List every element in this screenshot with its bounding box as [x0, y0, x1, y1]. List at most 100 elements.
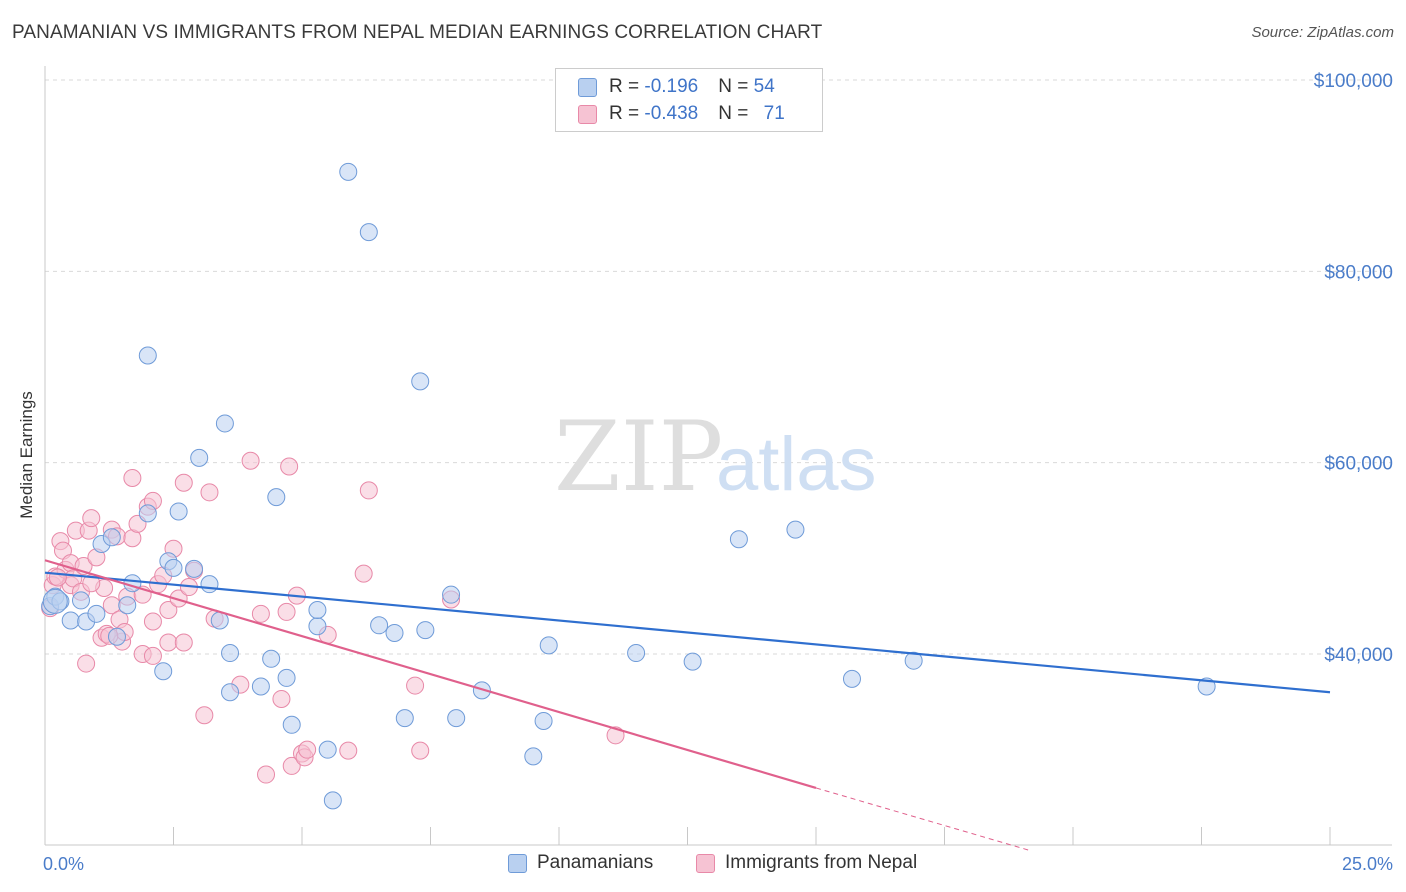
panamanian-point: [262, 649, 281, 668]
panamanian-point: [221, 683, 240, 702]
bottom-legend-label: Panamanians: [537, 852, 654, 873]
axes: [44, 66, 1392, 846]
panamanian-point: [154, 662, 173, 681]
nepal-point: [282, 756, 301, 775]
watermark-zip: ZIP: [554, 401, 723, 513]
bottom-legend-label: Immigrants from Nepal: [725, 852, 918, 873]
nepal-point: [195, 706, 214, 725]
nepal-point: [77, 654, 96, 673]
nepal-point: [354, 564, 373, 583]
panamanian-point: [534, 711, 553, 730]
nepal-trend-line: [44, 559, 817, 789]
nepal-trend-line-extrapolated: [815, 787, 1033, 852]
y-axis-label: Median Earnings: [17, 391, 36, 519]
legend-swatch-pink: [578, 104, 597, 124]
panamanian-point: [282, 715, 301, 734]
panamanian-point: [627, 644, 646, 663]
panamanian-point: [308, 617, 327, 636]
panamanian-point: [138, 504, 157, 523]
correlation-legend: R = -0.196 N = 54 R = -0.438 N = 71: [555, 68, 823, 132]
nepal-point: [200, 483, 219, 502]
bottom-legend-swatch-blue: [508, 853, 527, 873]
panamanian-point: [185, 559, 204, 578]
series-panamanians-points: [41, 162, 1216, 810]
nepal-point: [143, 646, 162, 665]
x-tick-labels: 0.0% 25.0%: [43, 854, 1393, 874]
nepal-point: [277, 602, 296, 621]
panamanian-point: [267, 488, 286, 507]
chart-title: PANAMANIAN VS IMMIGRANTS FROM NEPAL MEDI…: [12, 22, 823, 43]
nepal-point: [143, 612, 162, 631]
nepal-point: [241, 451, 260, 470]
legend-n-value: 71: [763, 103, 785, 124]
panamanian-point: [87, 604, 106, 623]
panamanian-point: [323, 791, 342, 810]
panamanian-point: [524, 747, 543, 766]
panamanian-point: [385, 623, 404, 642]
nepal-point: [174, 473, 193, 492]
panamanian-point: [318, 740, 337, 759]
nepal-point: [339, 741, 358, 760]
panamanians-trend-line: [44, 571, 1331, 694]
bottom-legend-nepal[interactable]: Immigrants from Nepal: [696, 852, 917, 874]
legend-swatch-blue: [578, 77, 597, 97]
legend-row-nepal: R = -0.438 N = 71: [578, 101, 785, 127]
panamanian-point: [277, 668, 296, 687]
panamanian-point: [442, 585, 461, 604]
panamanian-point: [395, 709, 414, 728]
nepal-point: [406, 676, 425, 695]
nepal-point: [257, 765, 276, 784]
panamanian-point: [416, 621, 435, 640]
legend-r-label: R =: [609, 103, 645, 124]
watermark-atlas: atlas: [716, 422, 877, 507]
nepal-point: [169, 589, 188, 608]
legend-row-panamanians: R = -0.196 N = 54: [578, 74, 775, 100]
panamanian-point: [190, 448, 209, 467]
bottom-legend-panamanians[interactable]: Panamanians: [508, 852, 653, 874]
panamanian-point: [729, 530, 748, 549]
nepal-point: [359, 481, 378, 500]
legend-n-label: N =: [718, 76, 754, 97]
nepal-point: [251, 604, 270, 623]
nepal-point: [411, 741, 430, 760]
panamanian-point: [683, 652, 702, 671]
panamanian-point: [370, 616, 389, 635]
grid: [45, 79, 1392, 655]
panamanian-point: [107, 627, 126, 646]
panamanian-point: [251, 677, 270, 696]
panamanian-point: [164, 558, 183, 577]
trend-lines: [44, 559, 1331, 852]
panamanian-point: [411, 372, 430, 391]
panamanian-point: [118, 596, 137, 615]
y-tick-labels: $40,000 $60,000 $80,000 $100,000: [1314, 71, 1393, 666]
bottom-legend-swatch-pink: [696, 853, 715, 873]
panamanian-point: [138, 346, 157, 365]
legend-n-label: N =: [718, 103, 754, 124]
nepal-point: [174, 633, 193, 652]
bottom-legend: Panamanians Immigrants from Nepal: [0, 852, 1406, 880]
nepal-point: [159, 600, 178, 619]
nepal-point: [48, 568, 67, 587]
panamanian-point: [169, 502, 188, 521]
legend-n-value: 54: [753, 76, 775, 97]
nepal-point: [272, 689, 291, 708]
panamanian-point: [539, 636, 558, 655]
panamanian-point: [447, 709, 466, 728]
legend-r-value: -0.196: [644, 76, 699, 97]
y-tick-label: $40,000: [1324, 645, 1393, 666]
y-tick-label: $80,000: [1324, 262, 1393, 283]
nepal-point: [82, 509, 101, 528]
y-tick-label: $100,000: [1314, 71, 1393, 92]
nepal-point: [298, 740, 317, 759]
panamanian-point: [42, 588, 68, 614]
panamanian-point: [221, 644, 240, 663]
nepal-point: [159, 633, 178, 652]
panamanian-point: [215, 414, 234, 433]
panamanian-point: [842, 669, 861, 688]
panamanian-point: [904, 651, 923, 670]
panamanian-point: [102, 528, 121, 547]
panamanian-point: [339, 162, 358, 181]
nepal-point: [123, 468, 142, 487]
y-tick-label: $60,000: [1324, 454, 1393, 475]
